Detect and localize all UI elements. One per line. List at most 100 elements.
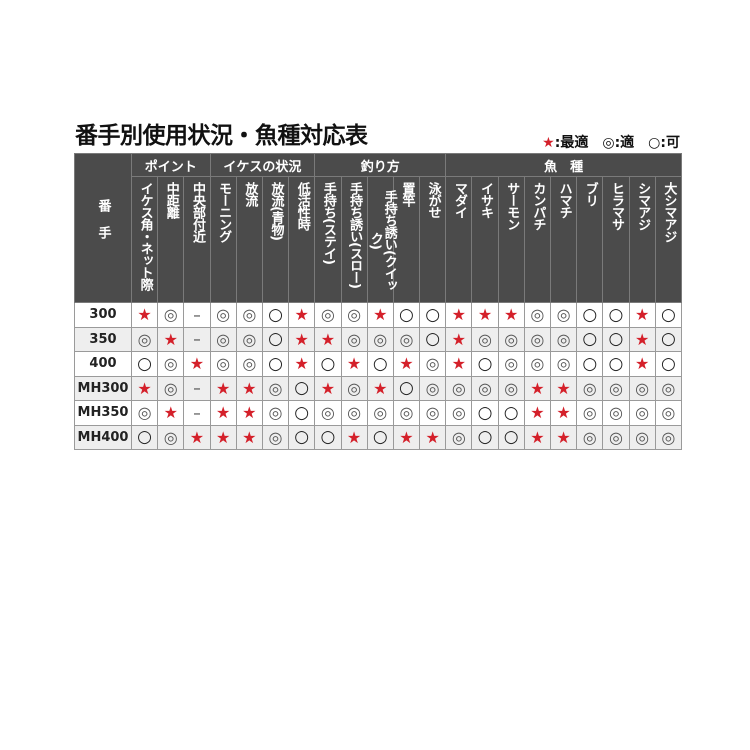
possible-circle-icon: ○ bbox=[399, 304, 414, 325]
possible-circle-icon: ○ bbox=[137, 353, 153, 374]
rating-cell: ◎ bbox=[445, 375, 473, 401]
suitable-double-circle-icon: ◎ bbox=[347, 305, 362, 325]
rating-cell: ◎ bbox=[235, 302, 263, 328]
column-header-label: 中距離 bbox=[163, 182, 179, 218]
suitable-double-circle-icon: ◎ bbox=[504, 378, 519, 398]
column-header-label: 放流 bbox=[242, 182, 258, 206]
rating-cell: ◎ bbox=[654, 375, 683, 401]
best-star-icon: ★ bbox=[530, 378, 545, 398]
rating-cell: ◎ bbox=[340, 326, 368, 352]
suitable-double-circle-icon: ◎ bbox=[268, 427, 283, 447]
rating-cell: ◎ bbox=[340, 400, 368, 426]
possible-circle-icon: ○ bbox=[137, 427, 153, 448]
model-cell: MH300 bbox=[74, 375, 132, 401]
rating-cell: ★ bbox=[628, 302, 656, 328]
rating-cell: ○ bbox=[602, 302, 630, 328]
rating-cell: ◎ bbox=[445, 424, 473, 450]
rating-cell: ◎ bbox=[130, 400, 159, 426]
suitable-double-circle-icon: ◎ bbox=[347, 329, 362, 349]
rating-cell: ○ bbox=[288, 424, 316, 450]
rating-cell: ○ bbox=[654, 302, 683, 328]
column-header-label: イケス角・ネット際 bbox=[137, 182, 153, 290]
best-star-icon: ★ bbox=[163, 329, 178, 349]
rating-cell: ◎ bbox=[235, 351, 263, 377]
best-star-icon: ★ bbox=[373, 378, 388, 398]
group-header: 魚 種 bbox=[445, 153, 682, 177]
rating-cell: ○ bbox=[366, 351, 394, 377]
best-star-icon: ★ bbox=[137, 378, 152, 398]
possible-circle-icon: ○ bbox=[660, 304, 676, 325]
possible-circle-icon: ○ bbox=[268, 329, 283, 350]
suitable-double-circle-icon: ◎ bbox=[163, 427, 178, 447]
rating-cell: – bbox=[183, 375, 211, 401]
possible-circle-icon: ○ bbox=[608, 353, 624, 374]
suitable-double-circle-icon: ◎ bbox=[478, 329, 493, 349]
column-header: 中距離 bbox=[157, 176, 185, 303]
rating-cell: ○ bbox=[419, 326, 447, 352]
possible-circle-icon: ○ bbox=[425, 304, 441, 325]
suitable-double-circle-icon: ◎ bbox=[373, 329, 388, 349]
model-header: 番手 bbox=[74, 153, 132, 303]
legend-symbol: ◎ bbox=[602, 135, 615, 151]
rating-cell: ◎ bbox=[314, 400, 342, 426]
rating-cell: ◎ bbox=[157, 302, 185, 328]
rating-cell: ★ bbox=[549, 375, 578, 401]
rating-cell: ○ bbox=[288, 375, 316, 401]
suitable-double-circle-icon: ◎ bbox=[216, 354, 231, 374]
rating-cell: ◎ bbox=[576, 424, 604, 450]
column-header-label: モーニング bbox=[216, 182, 232, 242]
column-header: イケス角・ネット際 bbox=[130, 176, 159, 303]
column-header: ハマチ bbox=[549, 176, 578, 303]
rating-cell: ★ bbox=[314, 326, 342, 352]
suitable-double-circle-icon: ◎ bbox=[268, 403, 283, 423]
rating-cell: ○ bbox=[261, 351, 290, 377]
legend-label: :可 bbox=[660, 135, 680, 151]
best-star-icon: ★ bbox=[320, 378, 336, 398]
legend-label: :最適 bbox=[554, 135, 589, 151]
possible-circle-icon: ○ bbox=[477, 427, 493, 448]
rating-cell: ◎ bbox=[549, 351, 578, 377]
rating-cell: ○ bbox=[602, 351, 630, 377]
rating-cell: ◎ bbox=[235, 326, 263, 352]
rating-cell: ◎ bbox=[261, 375, 290, 401]
best-star-icon: ★ bbox=[530, 427, 545, 447]
table-row: 350 ◎ ★ – ◎ ◎ ○ ★ ★ ◎ ◎ ◎ ○ ★ ◎ ◎ ◎ ◎ ○ ○ ★ ○ bbox=[74, 326, 683, 352]
compatibility-table: 番手 ポイント イケスの状況 釣り方魚 種イケス角・ネット際 中距離 中央部付近 モーニング… bbox=[74, 153, 683, 450]
rating-cell: ○ bbox=[130, 424, 159, 450]
rating-cell: ★ bbox=[314, 375, 342, 401]
column-header-row: イケス角・ネット際 中距離 中央部付近 モーニング 放流 放流(青物) 低活性時 手持ち(ステ… bbox=[75, 176, 683, 303]
column-header: 置竿 bbox=[392, 176, 421, 303]
best-star-icon: ★ bbox=[556, 427, 571, 447]
best-star-icon: ★ bbox=[530, 403, 545, 423]
rating-cell: ○ bbox=[497, 424, 525, 450]
rating-cell: ★ bbox=[392, 424, 421, 450]
suitable-double-circle-icon: ◎ bbox=[242, 354, 257, 374]
rating-cell: ◎ bbox=[157, 351, 185, 377]
rating-cell: ◎ bbox=[471, 326, 499, 352]
rating-cell: ◎ bbox=[419, 351, 447, 377]
rating-cell: ◎ bbox=[602, 375, 630, 401]
rating-cell: ◎ bbox=[549, 302, 578, 328]
rating-cell: ◎ bbox=[392, 400, 421, 426]
suitable-double-circle-icon: ◎ bbox=[635, 378, 650, 398]
rating-cell: ○ bbox=[314, 424, 342, 450]
rating-cell: ★ bbox=[235, 375, 263, 401]
best-star-icon: ★ bbox=[294, 329, 309, 349]
rating-cell: ○ bbox=[471, 400, 499, 426]
best-star-icon: ★ bbox=[373, 305, 388, 325]
best-star-icon: ★ bbox=[451, 354, 467, 374]
not-applicable-dash: – bbox=[193, 305, 201, 324]
possible-circle-icon: ○ bbox=[268, 304, 283, 325]
best-star-icon: ★ bbox=[137, 305, 152, 325]
possible-circle-icon: ○ bbox=[320, 427, 336, 448]
rating-cell: ○ bbox=[366, 424, 394, 450]
column-header: カンパチ bbox=[523, 176, 552, 303]
column-header-label: ヒラマサ bbox=[608, 182, 624, 230]
possible-circle-icon: ○ bbox=[660, 329, 676, 350]
best-star-icon: ★ bbox=[242, 403, 257, 423]
rating-cell: ◎ bbox=[209, 351, 237, 377]
best-star-icon: ★ bbox=[504, 305, 519, 325]
best-star-icon: ★ bbox=[189, 354, 205, 374]
suitable-double-circle-icon: ◎ bbox=[608, 427, 623, 447]
column-header: モーニング bbox=[209, 176, 237, 303]
